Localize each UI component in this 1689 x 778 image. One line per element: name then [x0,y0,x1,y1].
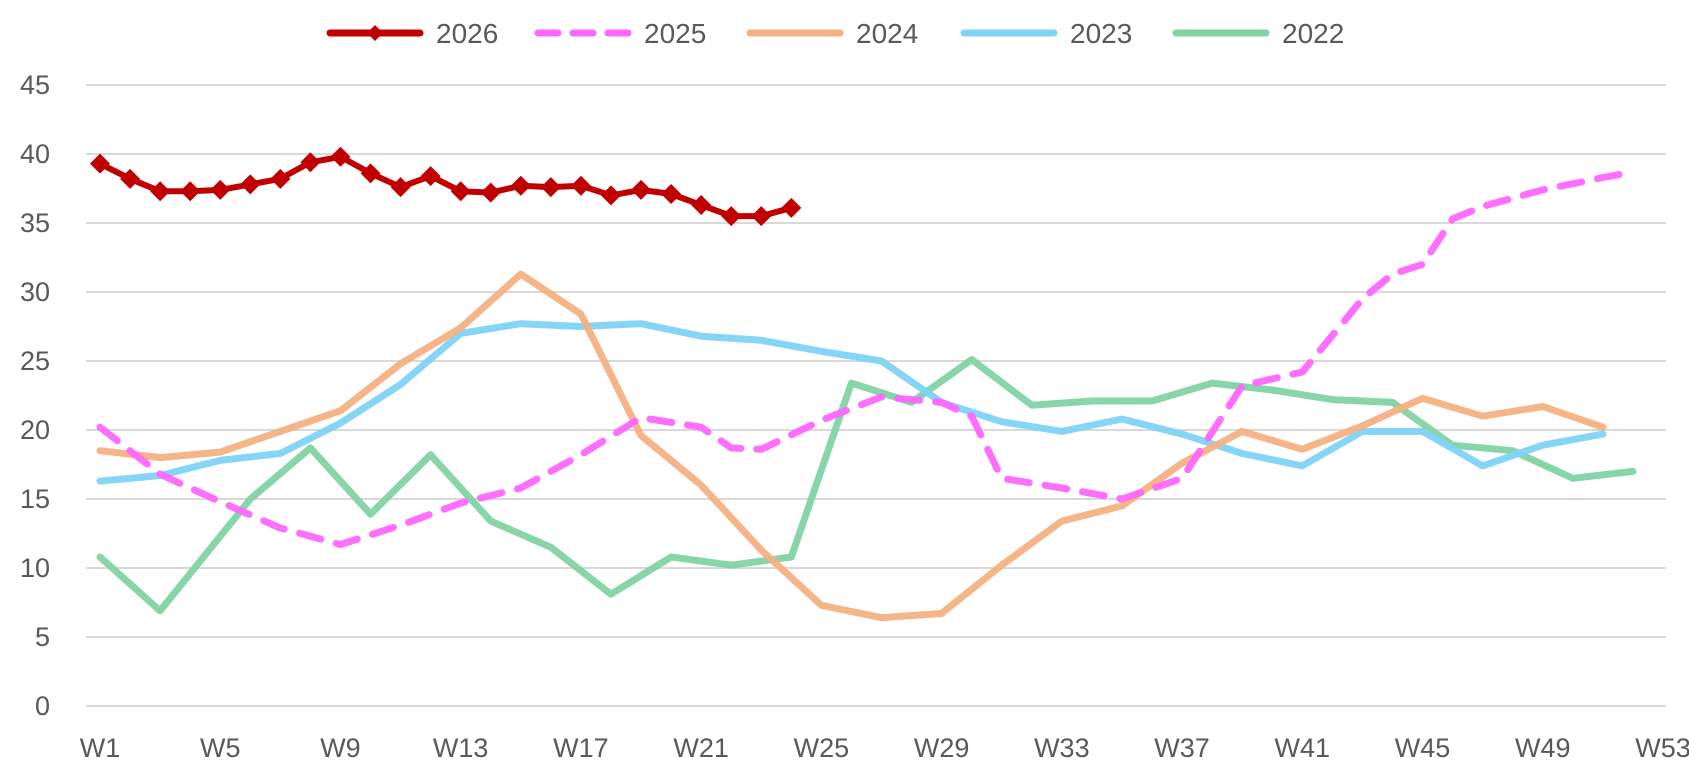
x-tick-label: W21 [673,733,729,763]
x-tick-label: W45 [1395,733,1451,763]
legend-label: 2024 [856,18,918,49]
legend-item-2026: 2026 [326,18,498,49]
data-point-2026 [751,206,772,227]
data-point-2026 [390,177,411,198]
y-tick-label: 0 [35,691,50,721]
x-tick-label: W17 [553,733,609,763]
x-tick-label: W53 [1635,733,1689,763]
series-line-2026 [97,153,795,220]
data-point-2026 [631,179,652,200]
data-point-2026 [210,179,231,200]
data-point-2026 [450,181,471,202]
data-point-2026 [721,206,742,227]
y-tick-label: 5 [35,622,50,652]
data-point-2026 [691,195,712,216]
data-point-2026 [90,153,110,174]
data-point-2026 [180,181,201,202]
data-point-2026 [120,168,141,189]
x-tick-label: W5 [200,733,241,763]
series-2026 [90,146,802,227]
legend-label: 2023 [1070,18,1132,49]
y-tick-label: 10 [20,553,50,583]
legend-label: 2022 [1282,18,1344,49]
series-2023 [96,320,1607,485]
y-tick-label: 25 [20,346,50,376]
x-tick-label: W41 [1275,733,1331,763]
series-lines [90,146,1637,622]
series-line-2024 [96,270,1607,622]
x-tick-label: W29 [914,733,970,763]
data-point-2026 [480,182,501,203]
legend-marker-2026 [367,25,383,41]
data-point-2026 [510,175,531,196]
legend: 2026 2025 2024 2023 2022 [326,18,1344,49]
data-point-2026 [240,174,261,195]
y-tick-label: 45 [20,70,50,100]
y-tick-label: 15 [20,484,50,514]
x-axis-tick-labels: W1 W5 W9 W13 W17 W21 W25 W29 W33 W37 W41 W45 W49 W53 [80,733,1689,763]
x-tick-label: W1 [80,733,121,763]
data-point-2026 [270,168,291,189]
legend-item-2024: 2024 [746,18,918,49]
series-2025 [96,168,1637,548]
data-point-2026 [150,181,171,202]
y-axis-tick-labels: 0 5 10 15 20 25 30 35 40 45 [20,70,50,721]
x-tick-label: W13 [433,733,489,763]
series-line-2025 [96,168,1637,548]
data-point-2026 [570,175,591,196]
legend-item-2023: 2023 [960,18,1132,49]
data-point-2026 [330,146,351,167]
data-point-2026 [661,184,682,205]
data-point-2026 [300,152,321,173]
x-tick-label: W33 [1034,733,1090,763]
series-line-2023 [96,320,1607,485]
series-2022 [96,356,1637,615]
y-tick-label: 40 [20,139,50,169]
legend-item-2025: 2025 [534,18,706,49]
legend-label: 2025 [644,18,706,49]
x-tick-label: W9 [320,733,361,763]
y-tick-label: 35 [20,208,50,238]
data-point-2026 [360,163,381,184]
data-point-2026 [600,185,621,206]
x-tick-label: W49 [1515,733,1571,763]
x-tick-label: W25 [794,733,850,763]
legend-label: 2026 [436,18,498,49]
data-point-2026 [781,197,802,218]
data-point-2026 [420,166,441,187]
series-2024 [96,270,1607,622]
y-tick-label: 20 [20,415,50,445]
legend-item-2022: 2022 [1172,18,1344,49]
x-tick-label: W37 [1154,733,1210,763]
series-line-2022 [96,356,1637,615]
y-tick-label: 30 [20,277,50,307]
data-point-2026 [540,177,561,198]
